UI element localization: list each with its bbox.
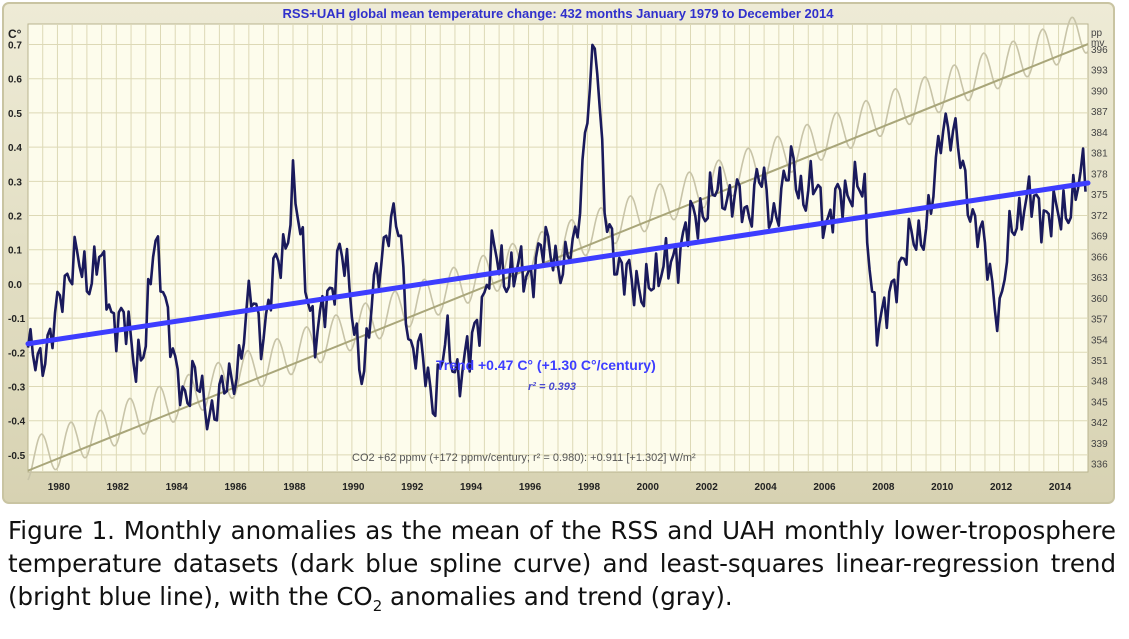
- y2-tick-label: 369: [1091, 232, 1108, 243]
- figure-caption: Figure 1. Monthly anomalies as the mean …: [8, 514, 1116, 613]
- y-tick-label: 0.3: [8, 177, 22, 188]
- y-axis-left: 0.7 0.6 0.5 0.4 0.3 0.2 0.1 0.0 -0.1 -0.2 -0.3 -0.4…: [8, 41, 26, 462]
- y-tick-label: 0.6: [8, 75, 22, 86]
- y2-tick-label: 363: [1091, 273, 1108, 284]
- x-axis: 1980 1982 1984 1986 1988 1990 1992 1994 1996 1998…: [48, 482, 1072, 493]
- x-tick-label: 1984: [166, 482, 189, 493]
- y2-tick-label: 348: [1091, 377, 1108, 388]
- x-tick-label: 1982: [107, 482, 130, 493]
- x-tick-label: 2000: [637, 482, 660, 493]
- co2-annotation: CO2 +62 ppmv (+172 ppmv/century; r² = 0.…: [352, 452, 696, 464]
- chart-title: RSS+UAH global mean temperature change: …: [283, 6, 835, 21]
- y-tick-label: 0.2: [8, 212, 22, 223]
- y2-axis-label-top: pp: [1091, 28, 1103, 39]
- y2-tick-label: 372: [1091, 211, 1108, 222]
- temperature-anomaly-line: [26, 43, 1087, 431]
- y2-tick-label: 390: [1091, 86, 1108, 97]
- caption-text: Figure 1. Monthly anomalies as the mean …: [8, 516, 1124, 611]
- y-tick-label: 0.0: [8, 280, 22, 291]
- y2-tick-label: 381: [1091, 149, 1108, 160]
- y2-tick-label: 339: [1091, 439, 1108, 450]
- y2-tick-label: 366: [1091, 252, 1108, 263]
- y-tick-label: -0.1: [8, 314, 26, 325]
- x-tick-label: 2006: [813, 482, 836, 493]
- y-tick-label: -0.5: [8, 451, 26, 462]
- x-tick-label: 1998: [578, 482, 601, 493]
- temperature-series: [26, 43, 1087, 431]
- y2-tick-label: 345: [1091, 397, 1108, 408]
- y-tick-label: 0.5: [8, 109, 22, 120]
- y2-tick-label: 354: [1091, 335, 1108, 346]
- x-tick-label: 2004: [754, 482, 777, 493]
- y-tick-label: -0.4: [8, 417, 26, 428]
- x-tick-label: 2008: [872, 482, 895, 493]
- temperature-chart: 0.7 0.6 0.5 0.4 0.3 0.2 0.1 0.0 -0.1 -0.2 -0.3 -0.4…: [2, 2, 1115, 504]
- x-tick-label: 1992: [401, 482, 424, 493]
- y2-tick-label: 360: [1091, 294, 1108, 305]
- y-tick-label: 0.7: [8, 41, 22, 52]
- x-tick-label: 2010: [931, 482, 954, 493]
- x-tick-label: 1988: [283, 482, 306, 493]
- y-axis-right: 396 393 390 387 384 381 378 375 372 369 366 363 360 3…: [1091, 45, 1108, 471]
- grid: [28, 24, 1088, 472]
- y2-tick-label: 357: [1091, 315, 1108, 326]
- y2-tick-label: 387: [1091, 107, 1108, 118]
- y2-tick-label: 336: [1091, 460, 1108, 471]
- y-axis-label: C°: [8, 27, 22, 41]
- y2-tick-label: 342: [1091, 418, 1108, 429]
- trend-annotation: Trend +0.47 C° (+1.30 C°/century): [436, 357, 656, 373]
- trend-series: [25, 180, 1091, 347]
- y-tick-label: -0.2: [8, 348, 26, 359]
- y-tick-label: 0.4: [8, 143, 22, 154]
- y2-axis-label-bottom: mv: [1091, 38, 1104, 49]
- x-tick-label: 2014: [1049, 482, 1072, 493]
- r2-annotation: r² = 0.393: [528, 381, 576, 393]
- y-tick-label: 0.1: [8, 246, 22, 257]
- x-tick-label: 1994: [460, 482, 483, 493]
- x-tick-label: 2002: [696, 482, 719, 493]
- y2-tick-label: 375: [1091, 190, 1108, 201]
- y-tick-label: -0.3: [8, 383, 26, 394]
- y2-tick-label: 393: [1091, 66, 1108, 77]
- y2-tick-label: 396: [1091, 45, 1108, 56]
- y2-tick-label: 378: [1091, 169, 1108, 180]
- y2-tick-label: 351: [1091, 356, 1108, 367]
- trend-line: [25, 180, 1091, 347]
- y2-tick-label: 384: [1091, 128, 1108, 139]
- x-tick-label: 1986: [224, 482, 247, 493]
- x-tick-label: 1980: [48, 482, 71, 493]
- caption-subscript: 2: [372, 596, 383, 615]
- caption-text-end: anomalies and trend (gray).: [382, 582, 733, 611]
- x-tick-label: 1996: [519, 482, 542, 493]
- x-tick-label: 1990: [342, 482, 365, 493]
- x-tick-label: 2012: [990, 482, 1013, 493]
